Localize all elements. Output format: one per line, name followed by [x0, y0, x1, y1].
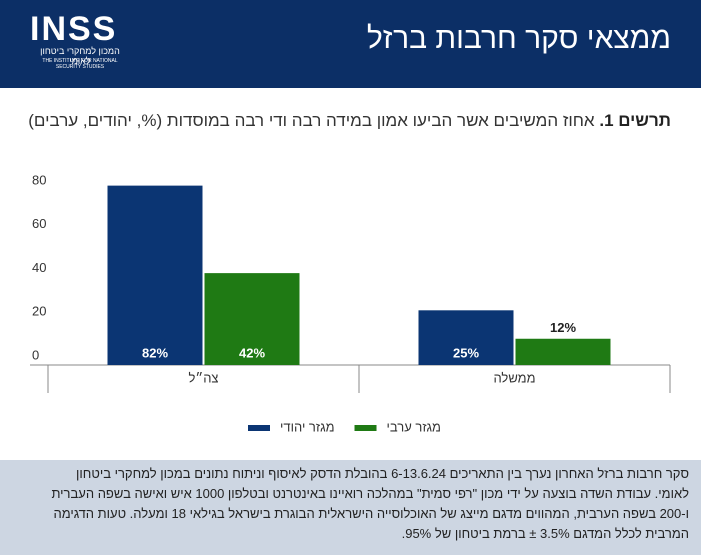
figure-label: תרשים 1.	[599, 111, 671, 130]
data-label: 82%	[142, 345, 168, 360]
data-label: 25%	[453, 345, 479, 360]
y-tick-label: 60	[32, 216, 46, 231]
page-title: ממצאי סקר חרבות ברזל	[366, 22, 671, 55]
bar	[418, 310, 514, 365]
y-tick-label: 40	[32, 260, 46, 275]
footer-text: סקר חרבות ברזל האחרון נערך בין התאריכים …	[51, 466, 689, 541]
legend-swatch	[354, 425, 377, 431]
header: INSS המכון למחקרי ביטחון לאומי THE INSTI…	[0, 0, 701, 88]
chart: 0 20 40 60 80 צה״ל 82% 42% ממשלה 25% 12% מגזר יהודי…	[30, 172, 671, 434]
y-tick-label: 0	[32, 347, 39, 362]
logo: INSS	[30, 10, 118, 48]
legend-swatch	[248, 425, 270, 431]
data-label: 42%	[239, 345, 265, 360]
data-label: 12%	[550, 320, 576, 335]
bar	[515, 338, 611, 365]
legend-label: מגזר ערבי	[387, 419, 441, 434]
chart-title: תרשים 1. אחוז המשיבים אשר הביעו אמון במי…	[21, 104, 671, 138]
y-tick-label: 80	[32, 172, 46, 187]
bar	[204, 273, 300, 365]
bar	[107, 185, 203, 365]
y-tick-label: 20	[32, 304, 46, 319]
logo-subtitle-en: THE INSTITUTE FOR NATIONAL SECURITY STUD…	[42, 58, 118, 70]
x-tick-label: ממשלה	[493, 370, 535, 385]
logo-subtitle: המכון למחקרי ביטחון לאומי	[40, 46, 120, 66]
chart-title-text: אחוז המשיבים אשר הביעו אמון במידה רבה וד…	[28, 111, 595, 130]
footer: סקר חרבות ברזל האחרון נערך בין התאריכים …	[0, 460, 701, 555]
x-tick-label: צה״ל	[188, 370, 218, 385]
legend-label: מגזר יהודי	[280, 419, 335, 434]
